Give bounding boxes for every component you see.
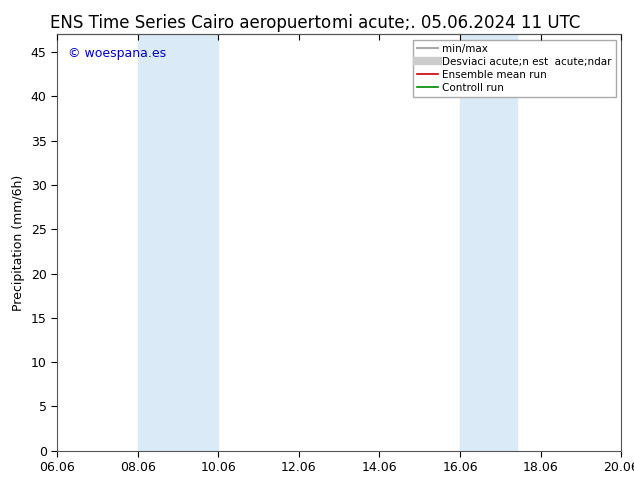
- Legend: min/max, Desviaci acute;n est  acute;ndar, Ensemble mean run, Controll run: min/max, Desviaci acute;n est acute;ndar…: [413, 40, 616, 97]
- Bar: [138, 34, 218, 451]
- Text: ENS Time Series Cairo aeropuerto: ENS Time Series Cairo aeropuerto: [49, 14, 331, 32]
- Text: © woespana.es: © woespana.es: [68, 47, 167, 60]
- Y-axis label: Precipitation (mm/6h): Precipitation (mm/6h): [12, 174, 25, 311]
- Bar: [460, 34, 517, 451]
- Text: mi acute;. 05.06.2024 11 UTC: mi acute;. 05.06.2024 11 UTC: [332, 14, 581, 32]
